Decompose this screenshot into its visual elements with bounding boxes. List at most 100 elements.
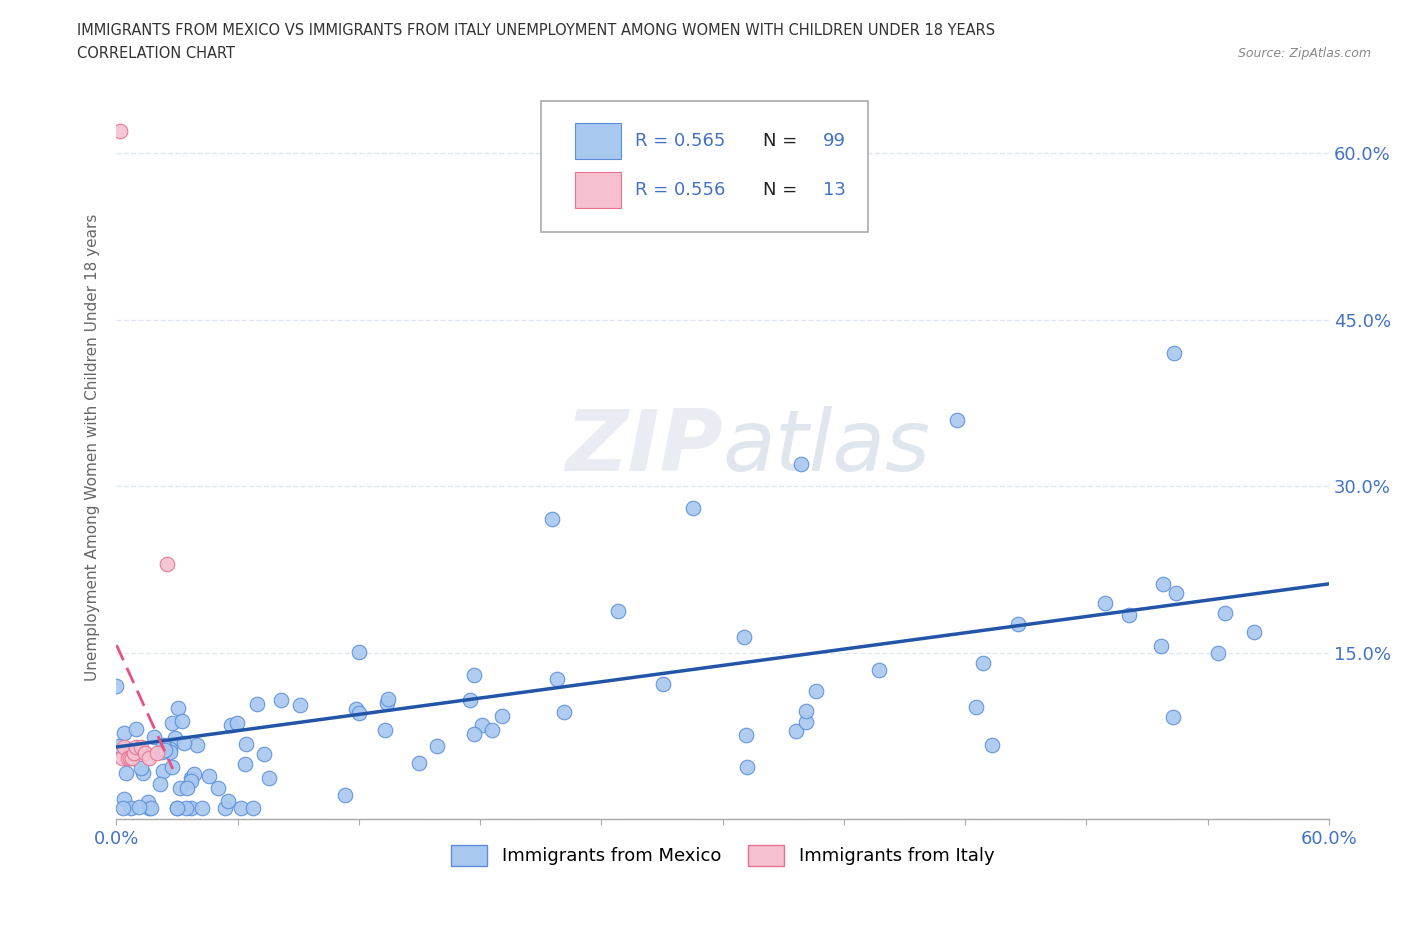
Text: R = 0.556: R = 0.556	[636, 181, 725, 199]
Point	[225, 715, 247, 730]
Text: N =: N =	[762, 132, 797, 150]
Point	[491, 709, 513, 724]
Text: IMMIGRANTS FROM MEXICO VS IMMIGRANTS FROM ITALY UNEMPLOYMENT AMONG WOMEN WITH CH: IMMIGRANTS FROM MEXICO VS IMMIGRANTS FRO…	[77, 23, 995, 38]
Point	[150, 744, 173, 759]
Point	[169, 780, 191, 795]
Point	[868, 663, 890, 678]
Point	[785, 724, 807, 738]
Point	[408, 755, 430, 770]
Point	[946, 412, 969, 427]
Point	[159, 741, 181, 756]
Point	[166, 801, 188, 816]
Point	[152, 737, 174, 752]
Bar	[575, 123, 621, 159]
Text: ZIP: ZIP	[565, 405, 723, 489]
Point	[270, 693, 292, 708]
Point	[134, 745, 156, 760]
Point	[139, 801, 162, 816]
Point	[166, 801, 188, 816]
Point	[121, 751, 143, 765]
Point	[120, 751, 142, 765]
Point	[176, 801, 198, 816]
Point	[682, 501, 704, 516]
Point	[159, 745, 181, 760]
Point	[233, 757, 256, 772]
Point	[1164, 586, 1187, 601]
Point	[120, 801, 142, 816]
Point	[160, 716, 183, 731]
Point	[790, 457, 813, 472]
Text: Source: ZipAtlas.com: Source: ZipAtlas.com	[1237, 46, 1371, 60]
Point	[374, 722, 396, 737]
Bar	[575, 172, 621, 207]
Text: atlas: atlas	[723, 405, 931, 489]
Point	[111, 751, 134, 765]
Point	[541, 512, 564, 527]
Point	[198, 768, 221, 783]
Point	[288, 698, 311, 713]
Point	[176, 780, 198, 795]
Legend: Immigrants from Mexico, Immigrants from Italy: Immigrants from Mexico, Immigrants from …	[451, 845, 994, 866]
Point	[972, 656, 994, 671]
Point	[167, 700, 190, 715]
Point	[463, 727, 485, 742]
Point	[180, 770, 202, 785]
Point	[132, 765, 155, 780]
Point	[426, 738, 449, 753]
Point	[347, 706, 370, 721]
Text: CORRELATION CHART: CORRELATION CHART	[77, 46, 235, 61]
Point	[108, 738, 131, 753]
Point	[235, 737, 257, 751]
Point	[112, 725, 135, 740]
Point	[138, 801, 160, 816]
Point	[1007, 617, 1029, 631]
Point	[183, 766, 205, 781]
Text: N =: N =	[762, 181, 797, 199]
Point	[980, 737, 1002, 752]
Point	[245, 697, 267, 711]
Point	[377, 692, 399, 707]
Point	[253, 747, 276, 762]
Point	[149, 777, 172, 791]
Point	[112, 739, 135, 754]
Point	[1163, 346, 1185, 361]
Point	[733, 630, 755, 644]
Point	[553, 704, 575, 719]
Point	[1152, 577, 1174, 591]
Point	[1206, 646, 1229, 661]
Point	[128, 800, 150, 815]
Text: R = 0.565: R = 0.565	[636, 132, 725, 150]
Point	[344, 701, 367, 716]
Text: 13: 13	[824, 181, 846, 199]
Point	[471, 718, 494, 733]
Point	[735, 760, 758, 775]
Point	[138, 751, 160, 765]
Point	[162, 759, 184, 774]
Point	[152, 764, 174, 778]
Point	[112, 801, 135, 816]
Point	[125, 722, 148, 737]
Point	[259, 771, 281, 786]
Point	[1118, 607, 1140, 622]
Point	[347, 644, 370, 659]
Point	[186, 737, 208, 752]
Point	[375, 696, 398, 711]
Point	[458, 692, 481, 707]
Point	[180, 774, 202, 789]
Point	[143, 730, 166, 745]
Point	[214, 801, 236, 816]
Point	[129, 739, 152, 754]
Point	[115, 765, 138, 780]
Point	[129, 761, 152, 776]
Point	[546, 672, 568, 687]
Point	[136, 794, 159, 809]
Point	[117, 751, 139, 765]
Point	[191, 801, 214, 816]
Point	[105, 679, 128, 694]
Point	[1213, 605, 1236, 620]
Point	[463, 668, 485, 683]
Point	[112, 791, 135, 806]
Point	[125, 739, 148, 754]
Point	[806, 684, 828, 698]
Point	[335, 788, 357, 803]
